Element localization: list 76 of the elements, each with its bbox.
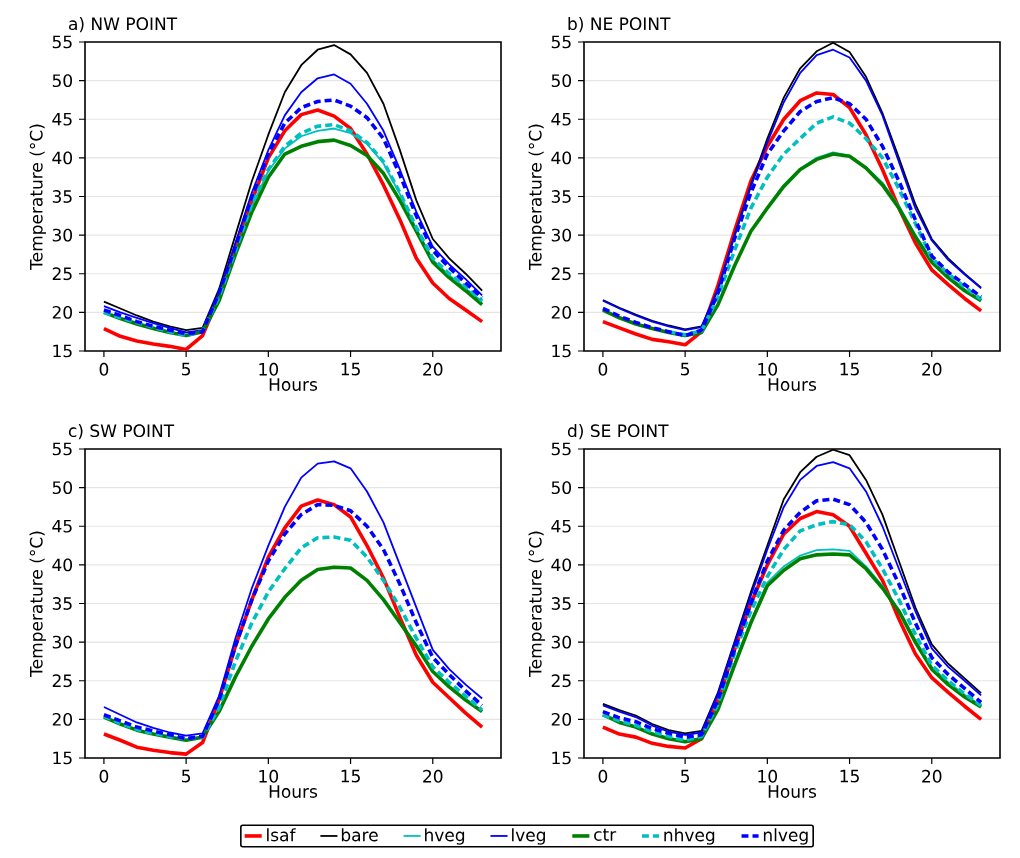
x-axis-title: Hours: [269, 785, 318, 798]
line-series: [103, 460, 483, 737]
chart-title: b) NE POINT: [568, 16, 671, 33]
y-tick-label: 40: [52, 151, 73, 165]
y-tick-label: 15: [53, 344, 72, 358]
legend-label: ctr: [594, 828, 617, 841]
y-tick-label: 35: [52, 597, 72, 610]
y-tick-label: 50: [551, 74, 572, 88]
y-tick-label: 15: [53, 751, 72, 765]
x-tick-label: 20: [922, 769, 942, 783]
y-tick-label: 20: [52, 305, 73, 319]
y-tick-label: 55: [52, 442, 72, 456]
y-axis-title: Temperature (°C): [29, 531, 46, 677]
x-tick-label: 15: [341, 362, 360, 376]
x-tick-label: 10: [259, 362, 279, 376]
y-axis-title: Temperature (°C): [29, 124, 46, 270]
x-tick-label: 0: [99, 769, 109, 783]
y-tick-label: 35: [551, 190, 571, 203]
x-tick-label: 15: [341, 769, 360, 783]
y-tick-label: 40: [551, 151, 572, 165]
x-tick-label: 5: [182, 362, 191, 376]
y-tick-label: 25: [551, 674, 571, 688]
x-axis-title: Hours: [768, 785, 817, 798]
legend-label: nlveg: [763, 828, 808, 845]
legend-label: hveg: [425, 828, 465, 845]
x-tick-label: 10: [758, 362, 778, 376]
y-tick-label: 30: [52, 228, 73, 242]
y-tick-label: 55: [52, 35, 72, 49]
chart-title: c) SW POINT: [68, 423, 175, 440]
x-tick-label: 20: [922, 362, 942, 376]
y-tick-label: 40: [551, 558, 572, 572]
y-axis-title: Temperature (°C): [528, 531, 545, 677]
legend-label: lveg: [512, 828, 545, 845]
chart-title: d) SE POINT: [567, 423, 669, 440]
y-tick-label: 25: [52, 674, 72, 688]
x-tick-label: 10: [758, 769, 778, 783]
legend-label: bare: [341, 828, 378, 842]
x-tick-label: 10: [259, 769, 279, 783]
y-tick-label: 30: [52, 635, 73, 649]
y-tick-label: 55: [551, 442, 571, 456]
legend-label: lsaf: [267, 828, 296, 842]
legend-label: nhveg: [664, 828, 715, 845]
chart-title: a) NW POINT: [69, 16, 178, 33]
x-tick-label: 0: [598, 769, 608, 783]
x-tick-label: 15: [840, 362, 859, 376]
x-tick-label: 5: [681, 769, 690, 783]
y-tick-label: 15: [552, 751, 571, 765]
x-tick-label: 15: [840, 769, 859, 783]
y-tick-label: 25: [52, 267, 72, 281]
y-tick-label: 45: [551, 519, 571, 533]
x-tick-label: 5: [681, 362, 690, 376]
y-tick-label: 50: [52, 481, 73, 495]
y-tick-label: 35: [52, 190, 72, 203]
x-axis-title: Hours: [269, 378, 318, 391]
x-tick-label: 20: [423, 769, 443, 783]
y-tick-label: 15: [552, 344, 571, 358]
y-tick-label: 45: [551, 112, 571, 126]
y-tick-label: 20: [551, 712, 572, 726]
x-tick-label: 20: [423, 362, 443, 376]
x-tick-label: 0: [99, 362, 109, 376]
y-tick-label: 25: [551, 267, 571, 281]
y-tick-label: 35: [551, 597, 571, 610]
y-tick-label: 50: [551, 481, 572, 495]
y-tick-label: 55: [551, 35, 571, 49]
y-tick-label: 40: [52, 558, 73, 572]
y-tick-label: 20: [551, 305, 572, 319]
y-tick-label: 20: [52, 712, 73, 726]
y-tick-label: 45: [52, 519, 72, 533]
y-axis-title: Temperature (°C): [528, 124, 545, 270]
y-tick-label: 30: [551, 635, 572, 649]
x-tick-label: 5: [182, 769, 191, 783]
y-tick-label: 50: [52, 74, 73, 88]
y-tick-label: 30: [551, 228, 572, 242]
y-tick-label: 45: [52, 112, 72, 126]
x-axis-title: Hours: [768, 378, 817, 391]
x-tick-label: 0: [598, 362, 608, 376]
